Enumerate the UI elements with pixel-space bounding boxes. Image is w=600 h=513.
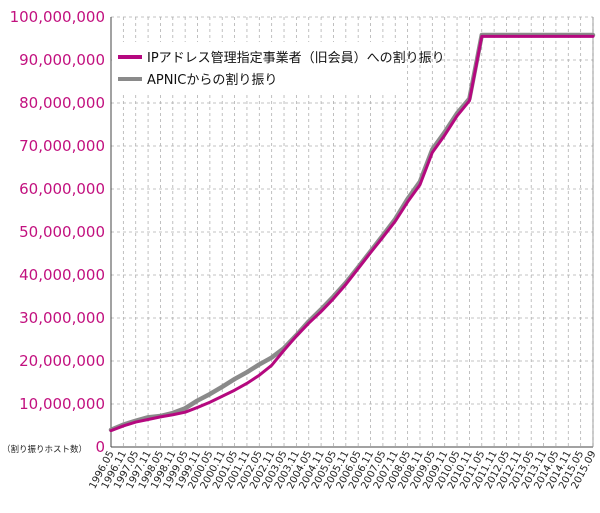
y-tick-label: 80,000,000 bbox=[19, 94, 105, 112]
legend-label-series-1: IPアドレス管理指定事業者（旧会員）への割り振り bbox=[147, 50, 445, 66]
y-tick-label: 50,000,000 bbox=[19, 223, 105, 241]
y-tick-label: 100,000,000 bbox=[10, 8, 105, 26]
y-tick-label: 10,000,000 bbox=[19, 395, 105, 413]
y-tick-label: 40,000,000 bbox=[19, 266, 105, 284]
y-tick-label: 70,000,000 bbox=[19, 137, 105, 155]
series-line-2 bbox=[108, 32, 596, 433]
y-tick-label: 0 bbox=[95, 438, 105, 456]
y-axis-unit-label: （割り振りホスト数） bbox=[2, 444, 87, 455]
series-line-1 bbox=[109, 34, 595, 433]
legend-label-series-2: APNICからの割り振り bbox=[147, 72, 277, 88]
y-tick-label: 30,000,000 bbox=[19, 309, 105, 327]
legend: IPアドレス管理指定事業者（旧会員）への割り振り APNICからの割り振り bbox=[112, 42, 445, 94]
y-tick-label: 20,000,000 bbox=[19, 352, 105, 370]
axes bbox=[110, 17, 594, 448]
y-tick-labels: 0 10,000,000 20,000,000 30,000,000 40,000,00… bbox=[10, 8, 105, 456]
y-tick-label: 90,000,000 bbox=[19, 51, 105, 69]
series-lines bbox=[108, 32, 596, 433]
legend-background bbox=[112, 42, 404, 94]
y-tick-label: 60,000,000 bbox=[19, 180, 105, 198]
x-tick-labels: 1996.051996.111997.051997.111998.051998.… bbox=[88, 449, 599, 491]
